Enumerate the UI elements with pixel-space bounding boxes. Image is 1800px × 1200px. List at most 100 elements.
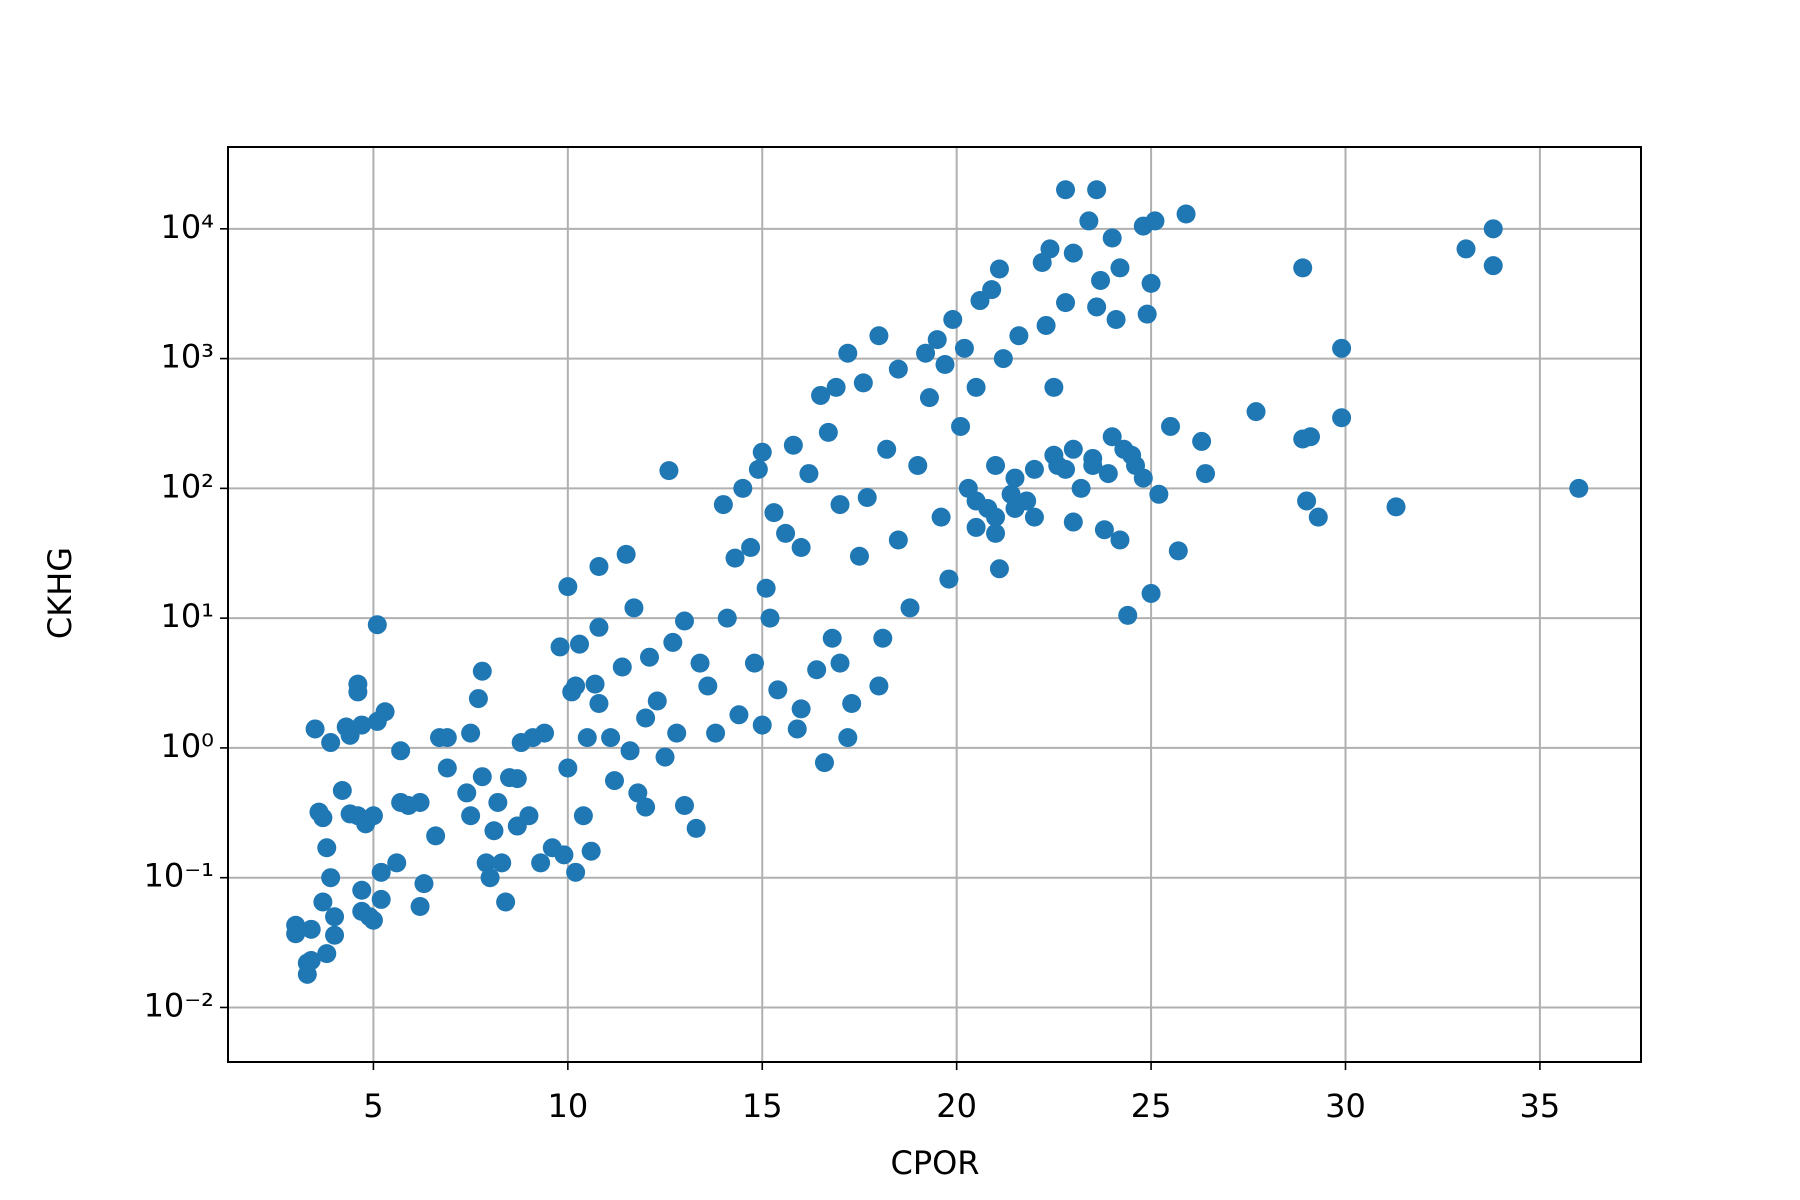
point bbox=[663, 632, 683, 652]
point bbox=[558, 758, 578, 778]
point bbox=[1071, 478, 1091, 498]
point bbox=[1005, 468, 1025, 488]
point bbox=[989, 259, 1009, 279]
point bbox=[986, 523, 1006, 543]
point bbox=[1083, 448, 1103, 468]
point bbox=[1300, 427, 1320, 447]
point bbox=[655, 747, 675, 767]
point bbox=[1122, 445, 1142, 465]
point bbox=[1094, 520, 1114, 540]
point bbox=[1192, 431, 1212, 451]
point bbox=[791, 699, 811, 719]
point bbox=[1009, 326, 1029, 346]
y-tick-label: 10³ bbox=[160, 338, 214, 376]
point bbox=[488, 792, 508, 812]
point bbox=[1308, 507, 1328, 527]
point bbox=[1110, 258, 1130, 278]
point bbox=[1063, 439, 1083, 459]
point bbox=[830, 653, 850, 673]
point bbox=[916, 343, 936, 363]
point bbox=[321, 868, 341, 888]
point bbox=[776, 523, 796, 543]
point bbox=[659, 461, 679, 481]
point bbox=[1483, 256, 1503, 276]
point bbox=[857, 488, 877, 508]
point bbox=[1141, 583, 1161, 603]
point bbox=[1332, 338, 1352, 358]
point bbox=[741, 538, 761, 558]
point bbox=[317, 944, 337, 964]
point bbox=[1137, 304, 1157, 324]
point bbox=[1024, 459, 1044, 479]
point bbox=[1149, 484, 1169, 504]
point bbox=[744, 653, 764, 673]
point bbox=[558, 577, 578, 597]
point bbox=[647, 691, 667, 711]
point bbox=[1106, 310, 1126, 330]
point bbox=[639, 647, 659, 667]
point bbox=[698, 676, 718, 696]
point bbox=[636, 797, 656, 817]
point bbox=[1133, 468, 1153, 488]
point bbox=[367, 615, 387, 635]
point bbox=[624, 598, 644, 618]
x-tick-label: 15 bbox=[742, 1087, 783, 1125]
point bbox=[822, 628, 842, 648]
point bbox=[317, 838, 337, 858]
point bbox=[888, 359, 908, 379]
point bbox=[853, 373, 873, 393]
point bbox=[332, 780, 352, 800]
point bbox=[589, 556, 609, 576]
point bbox=[826, 377, 846, 397]
point bbox=[729, 705, 749, 725]
point bbox=[1087, 297, 1107, 317]
point bbox=[982, 280, 1002, 300]
point bbox=[566, 862, 586, 882]
point bbox=[764, 503, 784, 523]
point bbox=[472, 767, 492, 787]
point bbox=[1569, 478, 1589, 498]
point bbox=[410, 896, 430, 916]
point bbox=[507, 769, 527, 789]
point bbox=[531, 853, 551, 873]
x-axis-label: CPOR bbox=[890, 1144, 979, 1182]
point bbox=[951, 416, 971, 436]
point bbox=[966, 517, 986, 537]
point bbox=[733, 478, 753, 498]
point bbox=[387, 853, 407, 873]
point bbox=[1098, 464, 1118, 484]
point bbox=[457, 783, 477, 803]
point bbox=[348, 682, 368, 702]
point bbox=[628, 783, 648, 803]
x-tick-label: 30 bbox=[1325, 1087, 1366, 1125]
point bbox=[927, 330, 947, 350]
point bbox=[492, 853, 512, 873]
point bbox=[791, 538, 811, 558]
point bbox=[674, 611, 694, 631]
point bbox=[799, 464, 819, 484]
point bbox=[1056, 293, 1076, 313]
point bbox=[550, 637, 570, 657]
point bbox=[1040, 239, 1060, 259]
point bbox=[1168, 541, 1188, 561]
point bbox=[869, 676, 889, 696]
point bbox=[313, 892, 333, 912]
point bbox=[325, 925, 345, 945]
point bbox=[814, 753, 834, 773]
point bbox=[496, 892, 516, 912]
point bbox=[1332, 408, 1352, 428]
x-tick-label: 10 bbox=[547, 1087, 588, 1125]
x-tick-label: 25 bbox=[1131, 1087, 1172, 1125]
point bbox=[352, 880, 372, 900]
point bbox=[1005, 498, 1025, 518]
point bbox=[484, 821, 504, 841]
point bbox=[1102, 228, 1122, 248]
point bbox=[838, 343, 858, 363]
point bbox=[830, 495, 850, 515]
point bbox=[908, 456, 928, 476]
point bbox=[807, 660, 827, 680]
y-tick-label: 10⁻² bbox=[144, 986, 214, 1024]
point bbox=[1056, 180, 1076, 200]
point bbox=[581, 841, 601, 861]
